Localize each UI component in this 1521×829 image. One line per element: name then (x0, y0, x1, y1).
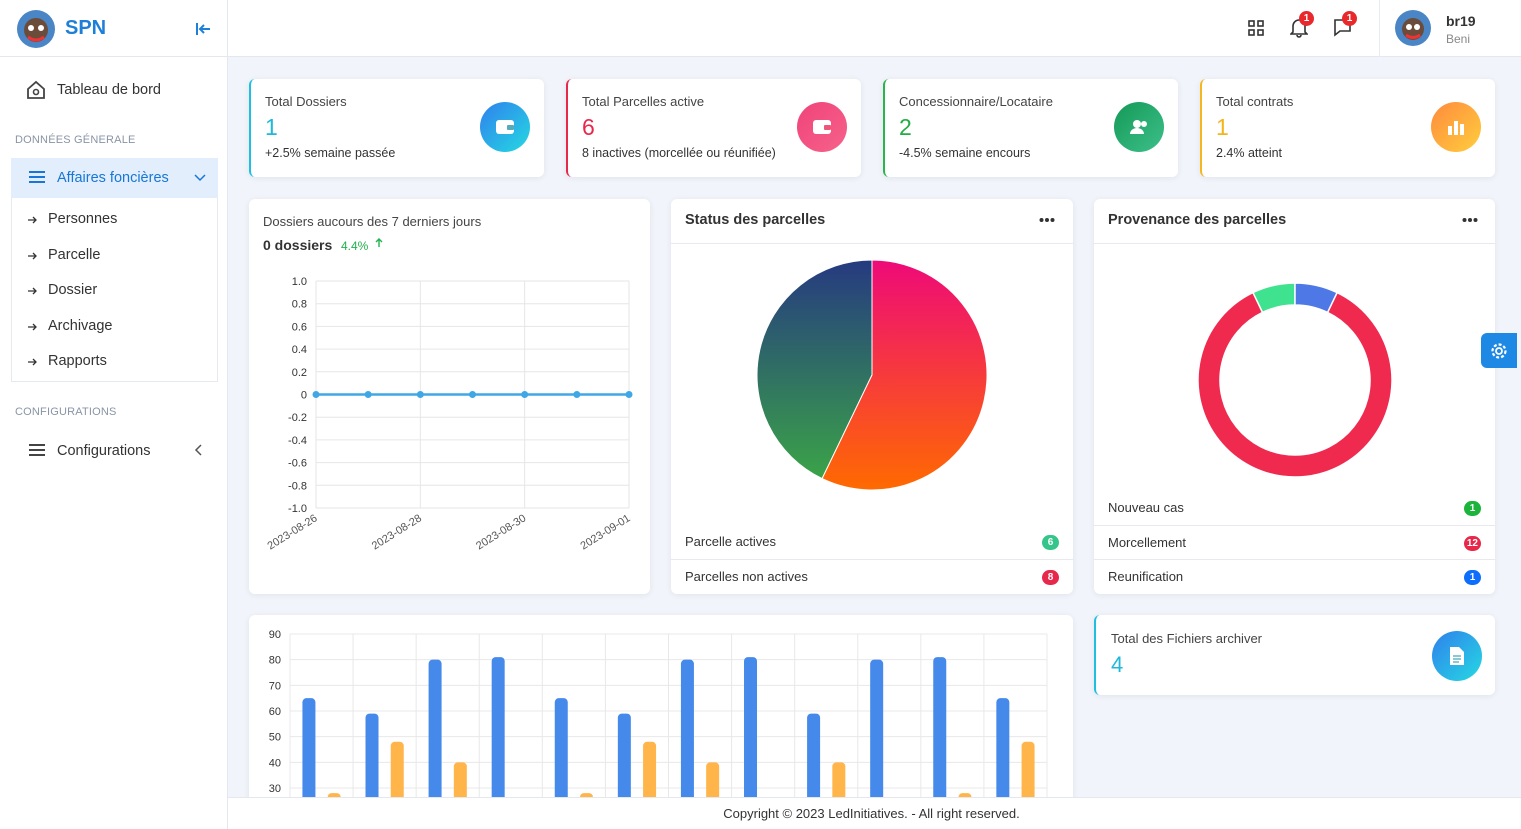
legend-item: Nouveau cas 1 (1094, 491, 1495, 525)
legend-label: Parcelles non actives (685, 569, 808, 584)
line-chart-card: Dossiers aucours des 7 derniers jours 0 … (249, 199, 650, 594)
card-menu[interactable] (1462, 217, 1478, 223)
legend-item: Morcellement 12 (1094, 525, 1495, 559)
menu-icon (29, 444, 45, 456)
legend-label: Reunification (1108, 569, 1184, 584)
archive-label: Total des Fichiers archiver (1111, 631, 1262, 646)
brand: SPN (65, 17, 107, 39)
stat-icon (1431, 102, 1481, 152)
menu-dashboard[interactable]: Tableau de bord (57, 82, 161, 98)
sidebar: SPN Tableau de bord DONNÉES GÉNERALE Aff… (0, 0, 228, 829)
submenu-label: Personnes (48, 211, 118, 227)
legend-badge: 6 (1042, 535, 1059, 550)
home-icon (27, 80, 45, 99)
submenu-label: Rapports (48, 353, 107, 369)
chart-title: Dossiers aucours des 7 derniers jours (263, 214, 482, 229)
legend-item: Reunification 1 (1094, 559, 1495, 593)
menu-land-affairs[interactable]: Affaires foncières (11, 158, 218, 198)
stat-note: -4.5% semaine encours (899, 146, 1031, 160)
stat-label: Concessionnaire/Locataire (899, 94, 1053, 109)
notification-badge: 1 (1299, 11, 1314, 26)
stat-icon (1114, 102, 1164, 152)
stat-value: 1 (265, 114, 278, 140)
stat-note: +2.5% semaine passée (265, 146, 396, 160)
up-arrow (375, 238, 383, 247)
stat-icon (797, 102, 847, 152)
legend-label: Nouveau cas (1108, 500, 1184, 515)
settings-button[interactable] (1481, 333, 1517, 368)
user-avatar[interactable] (1395, 10, 1431, 46)
stat-value: 6 (582, 114, 595, 140)
header: 1 1 br19 Beni (228, 0, 1521, 57)
stat-icon (480, 102, 530, 152)
card-menu[interactable] (1039, 217, 1055, 223)
stat-note: 2.4% atteint (1216, 146, 1283, 160)
legend-badge: 12 (1463, 536, 1481, 551)
stat-card: Total contrats 1 2.4% atteint (1200, 79, 1495, 177)
menu-configurations[interactable]: Configurations (57, 443, 151, 459)
pie-chart-card: Status des parcelles Parcelle actives 6 P… (671, 199, 1073, 594)
submenu-label: Parcelle (48, 247, 101, 263)
stat-card: Total Parcelles active 6 8 inactives (mo… (566, 79, 861, 177)
archive-icon (1432, 631, 1482, 681)
legend-badge: 1 (1464, 570, 1481, 585)
stat-note: 8 inactives (morcellée ou réunifiée) (582, 146, 776, 160)
legend-badge: 8 (1042, 570, 1059, 585)
user-name: br19 (1446, 13, 1476, 29)
message-badge: 1 (1342, 11, 1357, 26)
copyright: Copyright © 2023 LedInitiatives. - All r… (723, 806, 1020, 821)
stat-label: Total contrats (1216, 94, 1294, 109)
footer: Copyright © 2023 LedInitiatives. - All r… (228, 797, 1521, 829)
stat-value: 2 (899, 114, 912, 140)
stat-label: Total Parcelles active (582, 94, 705, 109)
chevron (194, 444, 202, 456)
section-label: CONFIGURATIONS (15, 406, 117, 418)
legend-label: Parcelle actives (685, 534, 777, 549)
archive-value: 4 (1111, 652, 1124, 677)
legend-item: Parcelle actives 6 (671, 525, 1073, 559)
archive-card: Total des Fichiers archiver 4 (1094, 615, 1495, 695)
chart-title: Provenance des parcelles (1108, 212, 1287, 228)
user-role: Beni (1446, 32, 1471, 46)
chart-title: Status des parcelles (685, 212, 826, 228)
submenu-label: Dossier (48, 282, 98, 298)
submenu-label: Archivage (48, 318, 113, 334)
section-label: DONNÉES GÉNERALE (15, 134, 136, 146)
legend-item: Parcelles non actives 8 (671, 559, 1073, 593)
logo (17, 10, 55, 48)
change-annotation: 4.4% (341, 239, 369, 253)
apps-button[interactable] (1248, 20, 1264, 36)
legend-badge: 1 (1464, 501, 1481, 516)
menu-label: Affaires foncières (57, 170, 169, 186)
stat-card: Concessionnaire/Locataire 2 -4.5% semain… (883, 79, 1178, 177)
stat-label: Total Dossiers (265, 94, 347, 109)
donut-chart-card: Provenance des parcelles Nouveau cas 1 Mo… (1094, 199, 1495, 594)
stat-value: 1 (1216, 114, 1229, 140)
legend-label: Morcellement (1108, 535, 1187, 550)
collapse-button[interactable] (194, 20, 212, 38)
chart-subtitle: 0 dossiers (263, 237, 333, 253)
stat-card: Total Dossiers 1 +2.5% semaine passée (249, 79, 544, 177)
